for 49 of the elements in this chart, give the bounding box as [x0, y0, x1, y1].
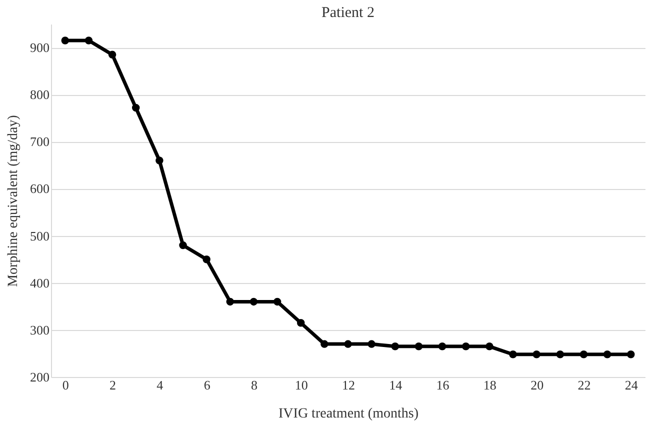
point — [532, 350, 540, 358]
point — [250, 298, 258, 306]
y-axis-title: Morphine equivalent (mg/day) — [6, 114, 21, 287]
x-tick-label: 12 — [342, 378, 355, 392]
point — [226, 298, 234, 306]
point — [414, 342, 423, 350]
x-axis-title: IVIG treatment (months) — [278, 406, 419, 422]
point — [108, 50, 116, 58]
point — [391, 342, 400, 350]
y-tick-label: 700 — [30, 134, 50, 150]
point — [368, 340, 376, 348]
point — [462, 342, 470, 350]
y-tick-label: 200 — [30, 370, 50, 384]
x-tick-label: 0 — [62, 378, 69, 392]
x-tick-label: 6 — [204, 378, 211, 392]
x-tick-label: 22 — [578, 378, 591, 392]
y-tick-label: 900 — [30, 40, 50, 56]
y-tick-label: 400 — [30, 275, 50, 290]
point — [626, 350, 635, 358]
y-tick-label: 800 — [30, 87, 50, 102]
chart-title: Patient 2 — [322, 5, 374, 21]
point — [486, 342, 494, 350]
x-tick-label: 10 — [294, 378, 308, 392]
point — [556, 350, 564, 358]
x-tick-label: 18 — [483, 378, 496, 392]
point — [603, 350, 612, 358]
x-tick-label: 20 — [530, 378, 544, 392]
point — [344, 340, 352, 348]
y-tick-label: 300 — [30, 322, 50, 338]
point — [179, 241, 187, 250]
y-tick-label: 500 — [30, 228, 50, 244]
point — [509, 350, 517, 358]
x-tick-label: 24 — [624, 378, 638, 392]
y-tick-label: 600 — [30, 181, 50, 196]
x-tick-label: 16 — [436, 378, 450, 392]
point — [84, 36, 93, 44]
x-tick-label: 4 — [156, 378, 164, 392]
x-tick-label: 8 — [250, 378, 258, 392]
point — [156, 156, 164, 164]
point — [580, 350, 588, 358]
point — [296, 319, 305, 327]
point — [132, 104, 140, 112]
point — [202, 255, 210, 264]
point — [61, 36, 70, 44]
x-tick-label: 14 — [389, 378, 403, 392]
x-tick-label: 2 — [110, 378, 116, 392]
point — [273, 298, 282, 306]
point — [438, 342, 446, 350]
point — [320, 340, 328, 348]
